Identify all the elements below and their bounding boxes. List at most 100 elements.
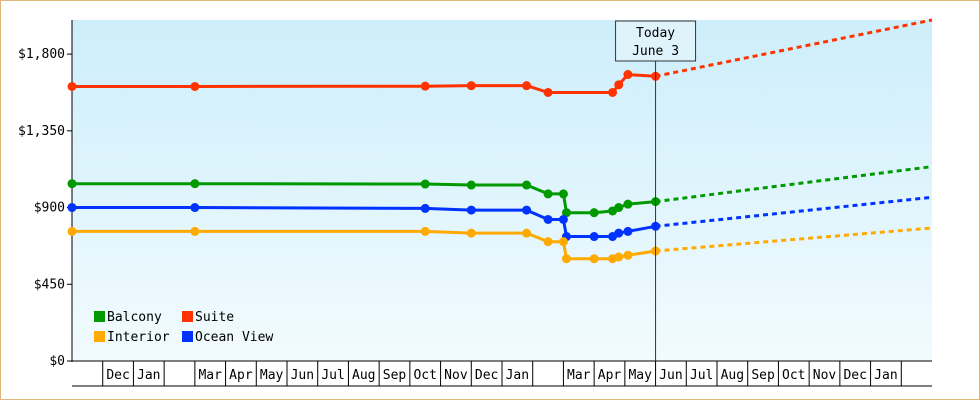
month-label: Sep <box>751 368 775 383</box>
legend-swatch <box>94 331 105 342</box>
data-point <box>522 81 532 91</box>
series-balcony <box>67 165 933 218</box>
data-point <box>466 81 476 91</box>
data-point <box>589 254 599 264</box>
data-point <box>522 205 532 215</box>
forecast-line <box>655 195 933 228</box>
data-point <box>543 214 553 224</box>
month-label: Aug <box>721 368 744 383</box>
forecast-line <box>655 165 933 204</box>
month-label: Jul <box>321 368 344 383</box>
series-layer <box>67 18 933 264</box>
data-point <box>614 203 624 213</box>
today-marker: Today June 3 <box>615 20 697 361</box>
today-label: Today <box>636 26 675 41</box>
today-box <box>615 20 697 62</box>
legend-label: Interior <box>107 330 170 345</box>
month-label: Nov <box>444 368 468 383</box>
data-point <box>420 81 430 91</box>
data-point <box>623 199 633 209</box>
month-label: Aug <box>352 368 375 383</box>
data-point <box>420 226 430 236</box>
series-interior <box>67 226 933 264</box>
y-tick-label: $900 <box>34 201 65 216</box>
month-label: Jan <box>506 368 529 383</box>
data-point <box>623 250 633 260</box>
data-point <box>522 180 532 190</box>
data-point <box>562 208 571 218</box>
month-label: Apr <box>598 368 622 383</box>
y-axis: $0 $450 $900 $1,350 $1,800 <box>18 20 73 369</box>
data-point <box>420 179 430 189</box>
data-point <box>522 228 532 238</box>
legend-item-suite: Suite <box>182 310 234 325</box>
data-point <box>67 226 77 236</box>
data-point <box>614 228 624 238</box>
data-point <box>623 70 633 80</box>
data-point <box>543 189 553 199</box>
legend-item-balcony: Balcony <box>94 310 162 325</box>
month-label: Oct <box>782 368 805 383</box>
data-point <box>614 80 624 90</box>
data-point <box>190 179 200 189</box>
data-point <box>543 237 553 247</box>
data-point <box>558 189 568 199</box>
data-point <box>589 208 599 218</box>
data-point <box>420 203 430 213</box>
month-label: Jun <box>659 368 682 383</box>
legend-item-ocean-view: Ocean View <box>182 330 273 345</box>
forecast-line <box>655 18 933 78</box>
data-point <box>67 81 77 91</box>
data-point <box>589 232 599 242</box>
legend-item-interior: Interior <box>94 330 170 345</box>
data-point <box>466 205 476 215</box>
x-axis: Dec Jan Mar Apr May Jun Jul Aug Sep Oct Nov Dec Jan M… <box>72 360 932 387</box>
plot-background <box>72 20 932 361</box>
y-tick-label: $1,800 <box>18 47 65 62</box>
month-label: Oct <box>413 368 436 383</box>
data-point <box>67 203 77 213</box>
data-point <box>608 87 618 97</box>
data-point <box>466 228 476 238</box>
legend-swatch <box>182 311 193 322</box>
y-tick-label: $1,350 <box>18 124 65 139</box>
legend-label: Ocean View <box>195 330 273 345</box>
month-label: Jan <box>874 368 897 383</box>
month-label: Nov <box>813 368 837 383</box>
month-label: Jun <box>291 368 314 383</box>
y-tick-label: $450 <box>34 277 65 292</box>
month-label: Jul <box>690 368 713 383</box>
data-point <box>466 180 476 190</box>
data-point <box>558 237 568 247</box>
data-point <box>558 214 568 224</box>
legend-label: Balcony <box>107 310 162 325</box>
month-label: Dec <box>106 368 129 383</box>
series-ocean-view <box>67 195 933 242</box>
data-point <box>543 87 553 97</box>
forecast-line <box>655 226 933 253</box>
y-tick-label: $0 <box>49 354 65 369</box>
data-point <box>190 81 200 91</box>
month-label: May <box>628 368 652 383</box>
legend: Balcony Suite Interior Ocean View <box>94 310 273 345</box>
legend-swatch <box>182 331 193 342</box>
legend-swatch <box>94 311 105 322</box>
month-label: Dec <box>843 368 866 383</box>
month-label: Mar <box>567 368 591 383</box>
month-label: Dec <box>475 368 498 383</box>
data-point <box>67 179 77 189</box>
data-point <box>562 254 571 264</box>
series-suite <box>67 18 933 97</box>
today-date: June 3 <box>632 44 679 59</box>
data-point <box>623 226 633 236</box>
series-line <box>72 73 656 94</box>
month-label: Sep <box>383 368 407 383</box>
legend-label: Suite <box>195 310 234 325</box>
data-point <box>190 203 200 213</box>
data-point <box>190 226 200 236</box>
data-point <box>614 252 624 262</box>
month-label: Mar <box>198 368 222 383</box>
month-label: Jan <box>137 368 160 383</box>
